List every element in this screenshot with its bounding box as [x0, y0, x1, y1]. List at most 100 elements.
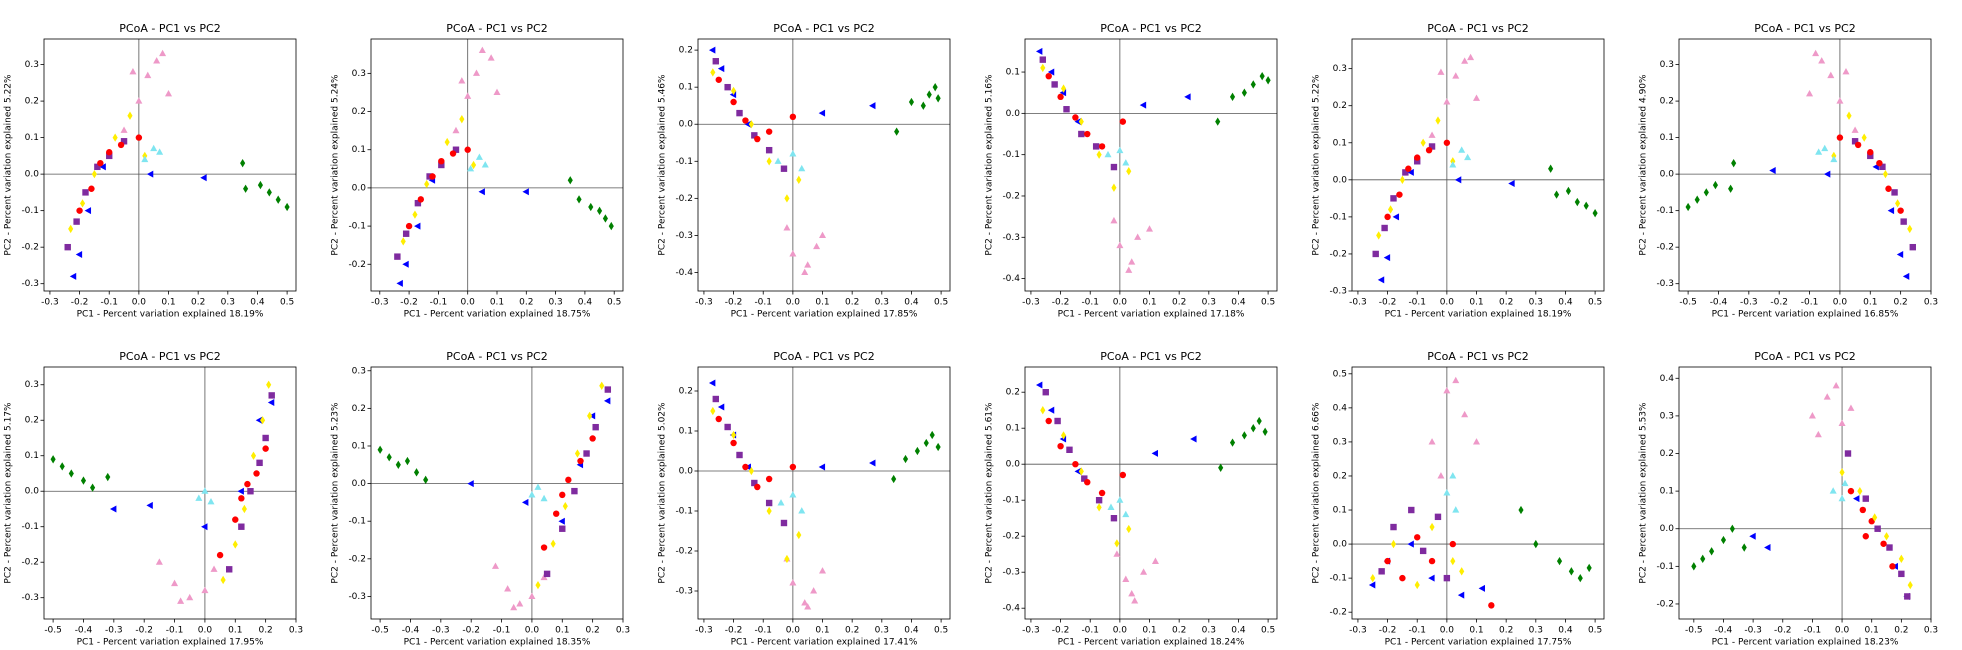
x-tick-label: 0.3: [1529, 626, 1543, 636]
point: [472, 69, 481, 76]
point: [459, 115, 465, 124]
point: [1084, 130, 1091, 138]
axes-frame: [697, 366, 951, 620]
chart-title: PCoA - PC1 vs PC2: [1754, 350, 1855, 363]
y-tick-label: -0.4: [1002, 274, 1020, 284]
point: [1836, 97, 1844, 104]
point: [1443, 386, 1451, 394]
point: [1685, 202, 1691, 212]
point: [1151, 557, 1159, 564]
point: [783, 224, 791, 231]
point: [266, 380, 272, 389]
point: [1443, 98, 1451, 105]
point: [75, 250, 83, 258]
point: [467, 164, 475, 172]
point: [1548, 164, 1554, 173]
chart-title: PCoA - PC1 vs PC2: [773, 22, 874, 35]
y-tick-label: 0.2: [1333, 101, 1347, 111]
axes-frame: [370, 38, 624, 292]
x-tick-label: -0.2: [1052, 626, 1070, 636]
point: [1377, 276, 1385, 284]
point: [1583, 201, 1589, 210]
y-tick-label: 0.1: [1006, 68, 1020, 78]
y-axis-label: PC2 - Percent variation explained 5.23%: [331, 402, 341, 584]
x-tick-label: 0.4: [904, 298, 919, 308]
point: [1428, 574, 1435, 582]
axes-frame: [1678, 38, 1932, 292]
point: [923, 438, 929, 448]
point: [576, 195, 582, 204]
point: [1452, 72, 1460, 79]
point: [238, 523, 245, 530]
point: [708, 379, 716, 387]
point: [1862, 495, 1869, 502]
point: [559, 525, 566, 532]
point: [1867, 149, 1874, 156]
point: [232, 516, 239, 523]
point: [1703, 188, 1709, 197]
y-tick-label: -0.2: [1329, 249, 1347, 259]
point: [1450, 556, 1456, 566]
x-tick-label: 0.1: [1142, 298, 1156, 308]
point: [562, 502, 568, 511]
point: [240, 159, 246, 168]
point: [1841, 479, 1849, 487]
point: [1250, 80, 1256, 89]
x-tick-label: -0.3: [371, 298, 389, 308]
point: [765, 499, 773, 507]
y-tick-label: -0.1: [1002, 496, 1020, 506]
point: [458, 77, 466, 84]
x-tick-label: -0.2: [1770, 298, 1788, 308]
chart: -0.3 -0.2 -0.1 0.0 0.1 0.2 0.3 0.4 0.5 -0.4 -0.3 -0…: [985, 350, 1278, 648]
x-tick-label: 0.5: [1261, 626, 1275, 636]
point: [1728, 184, 1734, 193]
point: [429, 173, 436, 180]
point: [1902, 272, 1910, 280]
point: [789, 579, 797, 586]
point: [1464, 153, 1472, 161]
point: [528, 592, 536, 599]
point: [1122, 159, 1130, 166]
point: [751, 479, 758, 487]
x-tick-label: 0.2: [585, 626, 599, 636]
x-tick-label: 0.4: [904, 626, 919, 636]
point: [1119, 118, 1127, 125]
y-tick-label: 0.0: [352, 479, 367, 489]
x-tick-label: -0.3: [105, 626, 123, 636]
y-tick-label: 0.1: [1660, 487, 1674, 497]
point: [94, 163, 101, 171]
axes-frame: [697, 38, 951, 292]
point: [1741, 543, 1747, 552]
point: [1259, 72, 1265, 81]
point: [926, 90, 932, 99]
point: [69, 272, 77, 280]
y-tick-label: -0.1: [1656, 206, 1674, 216]
point: [449, 150, 457, 157]
point: [1072, 114, 1079, 121]
point: [712, 58, 719, 65]
point: [1867, 152, 1874, 160]
x-tick-label: -0.4: [75, 626, 93, 636]
x-axis-label: PC1 - Percent variation explained 18.19%: [77, 310, 264, 320]
point: [1452, 376, 1460, 384]
y-tick-label: -0.2: [348, 260, 366, 270]
x-tick-label: 0.2: [845, 298, 859, 308]
point: [1428, 557, 1436, 565]
x-tick-label: -0.3: [1740, 298, 1758, 308]
chart-title: PCoA - PC1 vs PC2: [1427, 22, 1528, 35]
x-tick-label: 0.1: [1865, 626, 1879, 636]
point: [780, 165, 788, 172]
point: [1443, 489, 1451, 496]
point: [1887, 207, 1895, 215]
point: [1119, 471, 1127, 479]
point: [1104, 150, 1112, 158]
point: [127, 111, 133, 120]
point: [1872, 513, 1878, 522]
y-tick-label: -0.3: [21, 279, 39, 289]
y-axis-label: PC2 - Percent variation explained 5.53%: [1639, 402, 1649, 584]
point: [559, 491, 566, 499]
point: [1829, 487, 1837, 494]
point: [1378, 568, 1385, 575]
point: [789, 113, 797, 121]
x-tick-label: -0.2: [71, 298, 89, 308]
